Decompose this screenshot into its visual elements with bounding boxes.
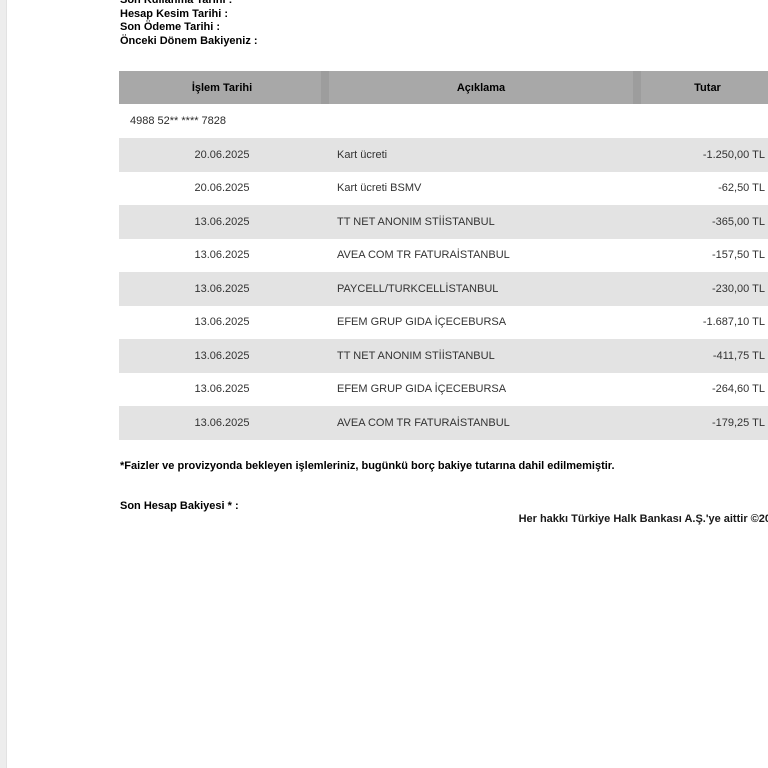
- table-row: 13.06.2025 TT NET ANONIM STİİSTANBUL -36…: [119, 205, 768, 239]
- transaction-description: EFEM GRUP GIDA İÇECEBURSA: [337, 316, 507, 329]
- transaction-description: Kart ücreti BSMV: [337, 182, 422, 195]
- page-left-margin-strip: [0, 0, 7, 768]
- transaction-date: 20.06.2025: [194, 182, 250, 195]
- label-due-date: Son Ödeme Tarihi :: [120, 21, 221, 33]
- table-row: 13.06.2025 PAYCELL/TURKCELLİSTANBUL -230…: [119, 272, 768, 306]
- transaction-date: 13.06.2025: [194, 316, 250, 329]
- transaction-description: EFEM GRUP GIDA İÇECEBURSA: [337, 383, 507, 396]
- table-row: 13.06.2025 EFEM GRUP GIDA İÇECEBURSA -1.…: [119, 306, 768, 340]
- transaction-description: AVEA COM TR FATURAİSTANBUL: [337, 249, 510, 262]
- table-row: 13.06.2025 EFEM GRUP GIDA İÇECEBURSA -26…: [119, 373, 768, 407]
- table-header-row: İşlem Tarihi Açıklama Tutar: [119, 71, 768, 104]
- transaction-description: TT NET ANONIM STİİSTANBUL: [337, 215, 495, 228]
- card-number-row: 4988 52** **** 7828: [119, 104, 768, 138]
- pending-transactions-disclaimer: *Faizler ve provizyonda bekleyen işlemle…: [120, 460, 615, 472]
- column-header-amount: Tutar: [694, 81, 721, 94]
- transaction-date: 13.06.2025: [194, 249, 250, 262]
- transaction-amount: -1.250,00 TL: [702, 148, 765, 161]
- transaction-date: 13.06.2025: [194, 282, 250, 295]
- transaction-amount: -1.687,10 TL: [702, 316, 765, 329]
- table-row: 13.06.2025 AVEA COM TR FATURAİSTANBUL -1…: [119, 239, 768, 273]
- transaction-date: 13.06.2025: [194, 215, 250, 228]
- transaction-amount: -62,50 TL: [718, 182, 765, 195]
- table-row: 20.06.2025 Kart ücreti -1.250,00 TL: [119, 138, 768, 172]
- table-body: 20.06.2025 Kart ücreti -1.250,00 TL 20.0…: [119, 138, 768, 440]
- transactions-table: İşlem Tarihi Açıklama Tutar 4988 52** **…: [119, 71, 768, 440]
- header-column-divider: [321, 71, 329, 104]
- transaction-amount: -179,25 TL: [711, 416, 765, 429]
- transaction-date: 20.06.2025: [194, 148, 250, 161]
- transaction-amount: -264,60 TL: [711, 383, 765, 396]
- column-header-description: Açıklama: [456, 81, 506, 94]
- copyright-notice: Her hakkı Türkiye Halk Bankası A.Ş.'ye a…: [518, 513, 768, 525]
- card-number: 4988 52** **** 7828: [130, 115, 227, 127]
- transaction-description: AVEA COM TR FATURAİSTANBUL: [337, 416, 510, 429]
- table-row: 20.06.2025 Kart ücreti BSMV -62,50 TL: [119, 172, 768, 206]
- column-header-transaction-date: İşlem Tarihi: [191, 81, 253, 94]
- transaction-description: PAYCELL/TURKCELLİSTANBUL: [337, 282, 499, 295]
- transaction-date: 13.06.2025: [194, 349, 250, 362]
- label-statement-date: Hesap Kesim Tarihi :: [120, 7, 228, 20]
- transaction-description: TT NET ANONIM STİİSTANBUL: [337, 349, 495, 362]
- transaction-amount: -411,75 TL: [712, 349, 765, 362]
- header-column-divider: [633, 71, 641, 104]
- account-info-block: Son Kullanma Tarihi : Hesap Kesim Tarihi…: [120, 0, 258, 48]
- final-balance-label: Son Hesap Bakiyesi * :: [120, 500, 239, 512]
- table-row: 13.06.2025 AVEA COM TR FATURAİSTANBUL -1…: [119, 406, 768, 440]
- table-row: 13.06.2025 TT NET ANONIM STİİSTANBUL -41…: [119, 339, 768, 373]
- transaction-amount: -365,00 TL: [711, 215, 765, 228]
- transaction-amount: -157,50 TL: [711, 249, 765, 262]
- label-previous-balance: Önceki Dönem Bakiyeniz :: [120, 34, 258, 47]
- transaction-description: Kart ücreti: [337, 148, 388, 161]
- transaction-amount: -230,00 TL: [711, 282, 765, 295]
- transaction-date: 13.06.2025: [194, 416, 250, 429]
- label-expiry-date: Son Kullanma Tarihi :: [120, 0, 233, 6]
- transaction-date: 13.06.2025: [194, 383, 250, 396]
